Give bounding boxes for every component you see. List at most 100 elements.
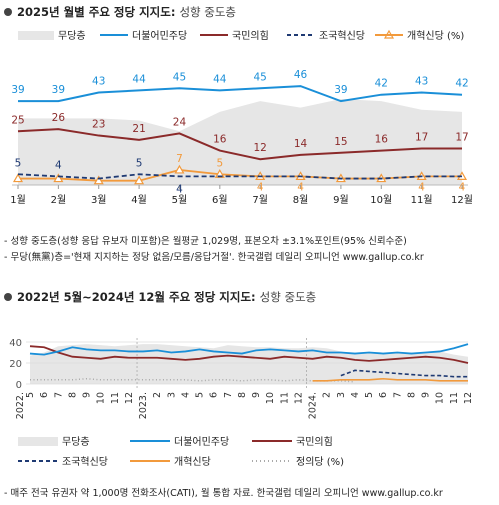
legend-label: 더불어민주당 bbox=[132, 31, 188, 42]
data-label-minju: 42 bbox=[375, 78, 388, 90]
data-label-ppp: 21 bbox=[132, 123, 145, 135]
legend-item-minju: 더불어민주당 bbox=[100, 27, 187, 42]
data-label-minju: 45 bbox=[173, 71, 186, 83]
legend-label: 무당층 bbox=[58, 31, 86, 42]
data-label-minju: 43 bbox=[92, 76, 105, 88]
chart1-note-1: - 성향 중도층(성향 응답 유보자 미포함)은 월평균 1,029명, 표본오… bbox=[4, 236, 407, 247]
data-label-ppp: 16 bbox=[375, 134, 389, 146]
data-label-ppp: 15 bbox=[334, 136, 347, 148]
legend-item-rebuild: 조국혁신당 bbox=[18, 453, 108, 468]
x-tick-label: 12월 bbox=[451, 194, 473, 206]
legend-label: 정의당 (%) bbox=[296, 457, 345, 468]
data-label-ppp: 14 bbox=[294, 138, 308, 150]
data-label-minju: 39 bbox=[11, 84, 24, 96]
x-tick-label: 8월 bbox=[293, 194, 309, 206]
legend-label: 조국혁신당 bbox=[62, 457, 108, 468]
legend-line-icon bbox=[130, 459, 170, 462]
chart2-legend: 무당층 더불어민주당 국민의힘 조국혁신당 개혁신당 정의당 (%) bbox=[0, 433, 499, 473]
chart1-legend: 무당층 더불어민주당 국민의힘 조국혁신당 개혁신당 (%) bbox=[0, 27, 499, 43]
legend-line-icon bbox=[200, 33, 228, 36]
legend-item-ppp: 국민의힘 bbox=[252, 433, 333, 448]
data-label-minju: 45 bbox=[253, 71, 266, 83]
legend-line-icon bbox=[252, 439, 292, 442]
x-tick-label: 5 bbox=[25, 392, 36, 398]
x-tick-label: 8 bbox=[237, 392, 248, 398]
series-line-reform bbox=[312, 377, 468, 382]
legend-label: 조국혁신당 bbox=[319, 31, 365, 42]
chart1-subtitle: 성향 중도층 bbox=[179, 5, 236, 19]
legend-dash-icon bbox=[18, 459, 58, 462]
x-tick-label: 3 bbox=[336, 392, 347, 398]
data-label-rebuild: 4 bbox=[55, 159, 62, 171]
legend-item-reform: 개혁신당 (%) bbox=[375, 27, 464, 42]
legend-item-nonparty: 무당층 bbox=[18, 433, 90, 448]
x-tick-label: 11 bbox=[449, 392, 460, 404]
data-label-minju: 46 bbox=[294, 69, 308, 81]
legend-item-minju: 더불어민주당 bbox=[130, 433, 229, 448]
x-tick-label: 10월 bbox=[370, 194, 392, 206]
legend-dash-icon bbox=[287, 33, 315, 36]
x-tick-label: 5월 bbox=[172, 194, 188, 206]
y-tick-label: 20 bbox=[9, 359, 22, 370]
x-tick-label: 6 bbox=[209, 392, 220, 398]
series-area-nonparty bbox=[18, 99, 462, 185]
x-tick-label: 12 bbox=[293, 392, 304, 404]
data-label-reform: 4 bbox=[418, 181, 425, 193]
x-tick-label: 4 bbox=[350, 392, 361, 398]
x-tick-label: 10 bbox=[435, 392, 446, 404]
legend-swatch-area-icon bbox=[18, 30, 54, 40]
data-label-ppp: 23 bbox=[92, 119, 105, 131]
bullet-icon bbox=[4, 8, 12, 16]
data-label-ppp: 25 bbox=[11, 114, 24, 126]
x-tick-label: 3 bbox=[166, 392, 177, 398]
series-line-rebuild bbox=[340, 369, 468, 378]
x-tick-label: 11 bbox=[279, 392, 290, 404]
series-line-ppp bbox=[29, 345, 469, 364]
legend-label: 국민의힘 bbox=[232, 31, 269, 42]
x-tick-label: 9월 bbox=[333, 194, 349, 206]
x-tick-label: 7 bbox=[392, 392, 403, 398]
data-label-minju: 44 bbox=[132, 73, 146, 85]
x-tick-label: 9 bbox=[421, 392, 432, 398]
x-tick-label: 9 bbox=[251, 392, 262, 398]
legend-label: 개혁신당 bbox=[174, 457, 211, 468]
x-tick-label: 8 bbox=[67, 392, 78, 398]
legend-label: 개혁신당 (%) bbox=[407, 31, 465, 42]
legend-item-rebuild: 조국혁신당 bbox=[287, 27, 365, 42]
x-tick-label: 4 bbox=[180, 392, 191, 398]
x-tick-label: 2 bbox=[322, 392, 333, 398]
data-label-ppp: 12 bbox=[253, 142, 266, 154]
legend-swatch-area-icon bbox=[18, 436, 58, 446]
x-year-label: 2023. bbox=[138, 392, 149, 419]
point-reform bbox=[93, 175, 104, 185]
data-label-ppp: 24 bbox=[173, 116, 187, 128]
data-label-minju: 39 bbox=[52, 84, 65, 96]
point-reform bbox=[134, 175, 145, 185]
point-reform bbox=[12, 173, 24, 183]
x-tick-label: 11 bbox=[110, 392, 121, 404]
legend-dotted-icon bbox=[252, 459, 292, 462]
legend-item-ppp: 국민의힘 bbox=[200, 27, 269, 42]
x-tick-label: 10 bbox=[265, 392, 276, 404]
point-reform bbox=[174, 164, 185, 174]
x-tick-label: 5 bbox=[195, 392, 206, 398]
x-tick-label: 5 bbox=[364, 392, 375, 398]
x-tick-label: 12 bbox=[124, 392, 135, 404]
legend-label: 국민의힘 bbox=[296, 437, 333, 448]
bullet-icon bbox=[4, 293, 12, 301]
x-tick-label: 8 bbox=[406, 392, 417, 398]
y-tick-label: 0 bbox=[16, 380, 22, 391]
data-label-ppp: 17 bbox=[455, 131, 468, 143]
chart2-subtitle: 성향 중도층 bbox=[259, 290, 317, 304]
data-label-reform: 4 bbox=[297, 181, 304, 193]
legend-item-justice: 정의당 (%) bbox=[252, 453, 344, 468]
point-reform bbox=[53, 173, 64, 183]
chart1-title-main: 2025년 월별 주요 정당 지지도: bbox=[17, 5, 176, 19]
data-label-ppp: 17 bbox=[415, 131, 428, 143]
x-tick-label: 12 bbox=[463, 392, 474, 404]
x-tick-label: 11월 bbox=[411, 194, 433, 206]
y-tick-label: 40 bbox=[9, 338, 22, 349]
series-line-ppp bbox=[17, 128, 462, 161]
legend-line-icon bbox=[100, 33, 128, 36]
x-tick-label: 7월 bbox=[252, 194, 268, 206]
